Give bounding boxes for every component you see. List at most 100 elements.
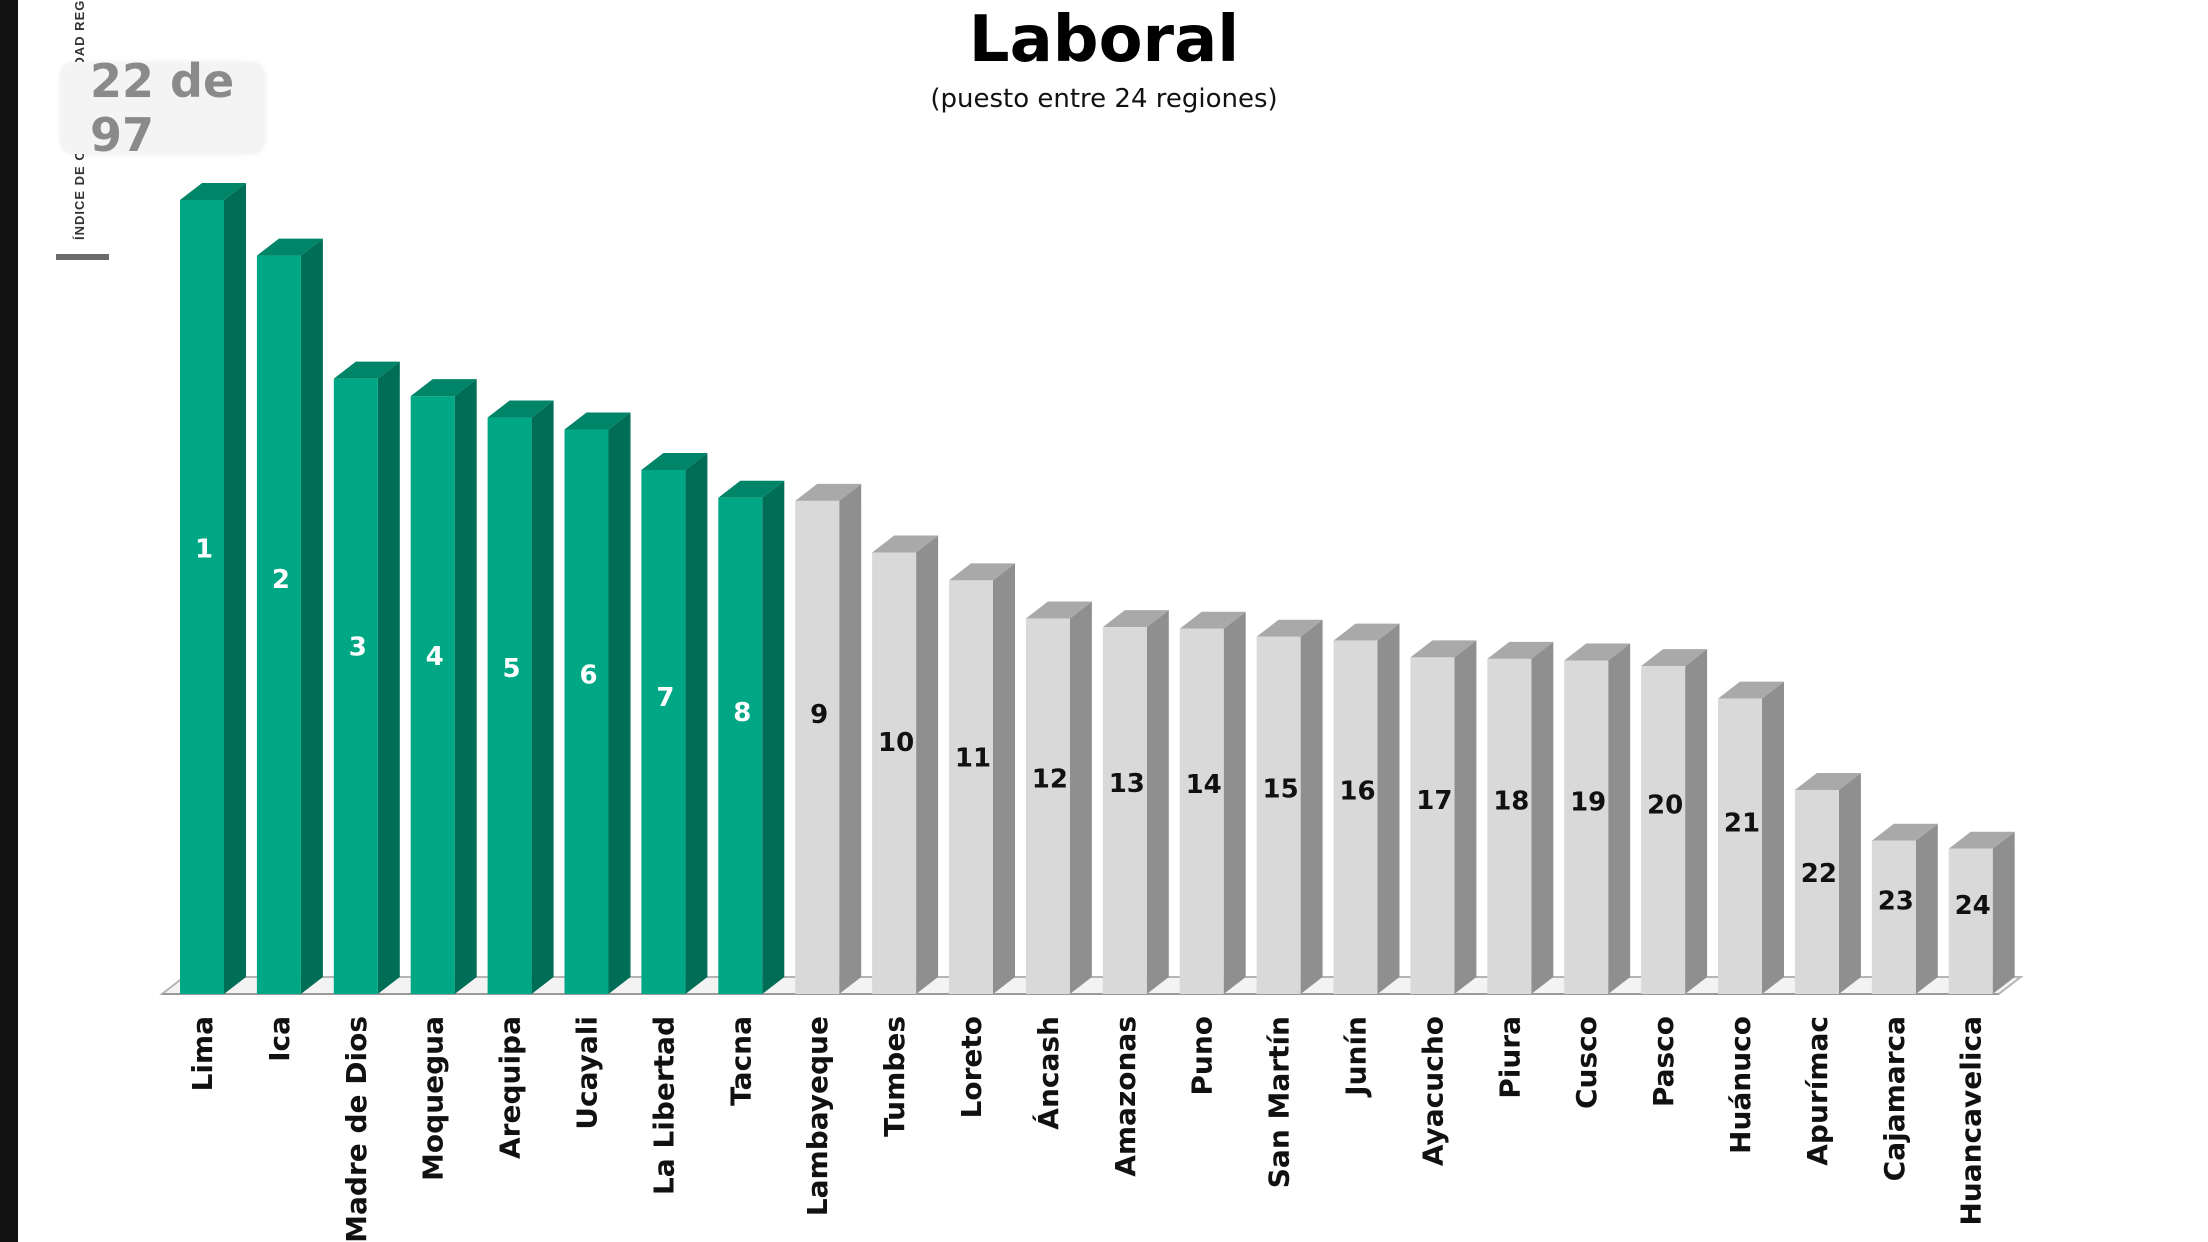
x-tick-label: Huánuco: [1724, 1016, 1757, 1154]
bar: [256, 255, 301, 994]
bar: [1102, 627, 1147, 994]
bar-side: [608, 412, 631, 994]
bar: [1948, 848, 1993, 994]
x-tick-label: Amazonas: [1109, 1016, 1142, 1177]
bar-top: [1179, 611, 1246, 629]
bar-rank-label: 20: [1647, 791, 1683, 821]
bar-rank-label: 17: [1416, 786, 1452, 816]
bar: [180, 200, 224, 994]
x-tick-label: Lambayeque: [801, 1016, 834, 1216]
bar-side: [1223, 611, 1246, 994]
bar-side: [1377, 623, 1400, 994]
bar-side: [1992, 831, 2015, 994]
bar-top: [718, 480, 785, 498]
bar: [1487, 658, 1532, 994]
x-tick-label: Ayacucho: [1416, 1016, 1449, 1166]
bar-side: [1531, 641, 1554, 994]
bar-side: [839, 483, 862, 994]
bar-top: [1794, 772, 1861, 790]
bar-top: [872, 535, 939, 553]
bar-rank-label: 22: [1801, 859, 1837, 889]
bar-top: [1102, 610, 1169, 628]
x-tick-label: Áncash: [1031, 1016, 1065, 1130]
bar-side: [1608, 643, 1631, 994]
bar-rank-label: 7: [656, 683, 674, 713]
bar-top: [180, 183, 246, 200]
bar-top: [1564, 643, 1631, 661]
bar-rank-label: 9: [810, 700, 828, 730]
bar-top: [564, 412, 631, 430]
bar: [1641, 666, 1686, 994]
chart-subtitle: (puesto entre 24 regiones): [930, 84, 1278, 114]
bar: [333, 378, 378, 994]
bar: [1333, 640, 1378, 994]
bar-rank-label: 4: [426, 642, 444, 672]
bar: [1794, 789, 1839, 994]
bar-top: [1256, 619, 1323, 637]
bar-side: [377, 361, 400, 994]
bar-top: [487, 400, 554, 418]
x-tick-label: Moquegua: [417, 1016, 450, 1181]
x-tick-label: Apurímac: [1801, 1016, 1834, 1166]
bar: [872, 552, 917, 994]
bar-top: [1718, 681, 1784, 699]
bar-rank-label: 8: [733, 698, 751, 728]
bar-side: [993, 563, 1015, 994]
bar-side: [1300, 619, 1323, 994]
bar-rank-label: 24: [1955, 891, 1991, 921]
bar-top: [641, 452, 708, 470]
x-tick-label: San Martín: [1263, 1016, 1296, 1188]
bar-rank-label: 13: [1109, 769, 1145, 799]
bar-top: [1641, 649, 1708, 667]
x-tick-label: Cajamarca: [1878, 1016, 1911, 1181]
x-tick-label: Cusco: [1570, 1016, 1603, 1109]
bar-top: [1333, 623, 1400, 641]
bar-side: [1454, 640, 1477, 994]
x-tick-label: Huancavelica: [1955, 1016, 1988, 1226]
bar-rank-label: 3: [349, 633, 367, 663]
bar-top: [1948, 831, 2015, 849]
bar-top: [1410, 640, 1477, 658]
side-divider: [56, 254, 109, 260]
x-tick-label: Puno: [1186, 1016, 1219, 1096]
page-counter: 22 de 97: [60, 54, 265, 162]
bar-side: [685, 452, 708, 995]
bar-side: [1838, 772, 1861, 994]
x-tick-label: La Libertad: [647, 1016, 680, 1195]
bar-rank-label: 14: [1186, 770, 1222, 800]
bar-top: [795, 483, 862, 501]
bar-rank-label: 23: [1878, 887, 1914, 917]
bar: [641, 469, 686, 995]
bar: [1179, 628, 1224, 994]
bar: [1564, 660, 1609, 994]
bar-rank-label: 11: [955, 743, 991, 773]
bar-rank-label: 5: [503, 654, 521, 684]
x-tick-label: Madre de Dios: [340, 1016, 373, 1242]
bar: [718, 497, 763, 994]
bar-side: [1146, 610, 1169, 994]
bar-top: [949, 563, 1015, 581]
x-tick-label: Tumbes: [878, 1016, 911, 1137]
bar: [795, 500, 840, 994]
bar-rank-label: 21: [1724, 809, 1760, 839]
bar-rank-label: 10: [878, 728, 914, 758]
bar: [1410, 657, 1455, 994]
bar: [564, 429, 609, 994]
bar-side: [916, 535, 939, 994]
bar-top: [1025, 601, 1092, 619]
bar-top: [1487, 641, 1554, 659]
bar: [1718, 698, 1762, 994]
x-tick-label: Tacna: [724, 1016, 757, 1106]
bar-rank-label: 15: [1263, 774, 1299, 804]
bar: [1025, 618, 1070, 994]
bar-top: [410, 379, 477, 397]
bar-rank-label: 1: [195, 534, 213, 564]
x-tick-label: Piura: [1493, 1016, 1526, 1099]
bar: [1871, 840, 1916, 994]
x-tick-label: Arequipa: [494, 1016, 527, 1159]
bar: [1256, 636, 1301, 994]
bar-side: [1915, 823, 1938, 994]
bar-rank-label: 2: [272, 565, 290, 595]
bar-side: [531, 400, 554, 994]
